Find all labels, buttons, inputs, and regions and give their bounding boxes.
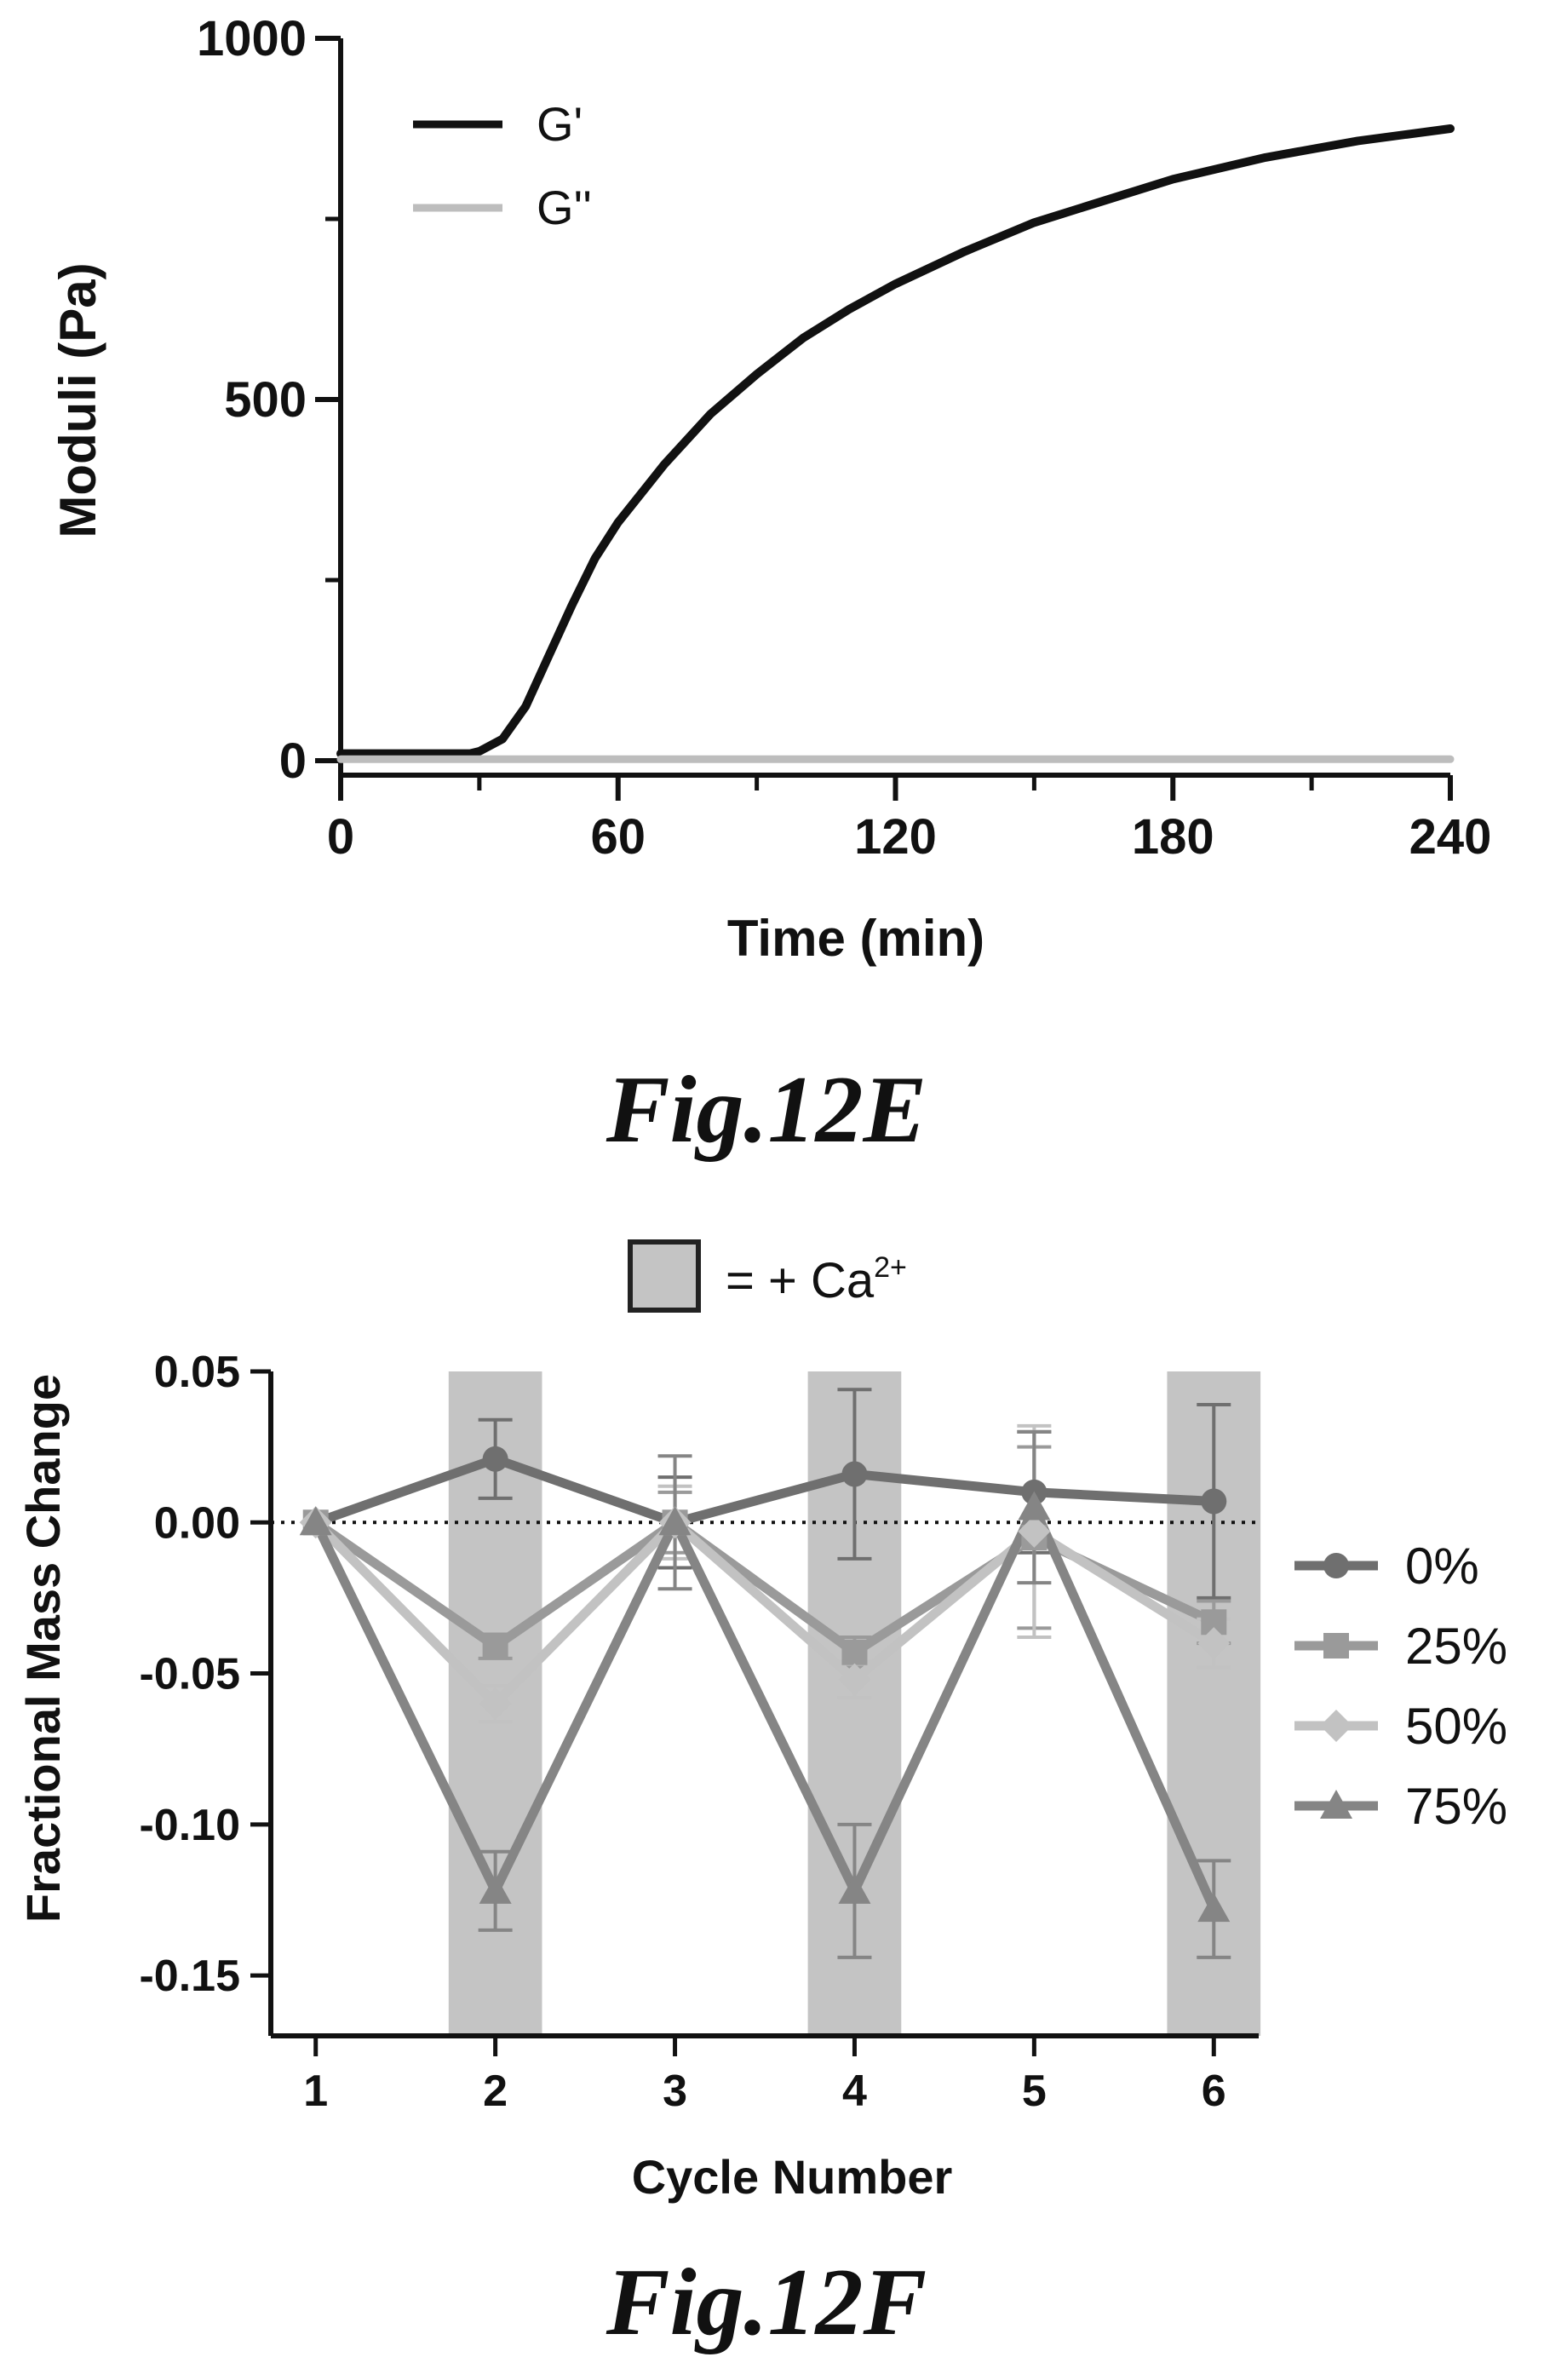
data-point-75pct [479, 1874, 512, 1904]
chart-12f-y-tick-label: 0.05 [154, 1348, 240, 1397]
chart-12e-y-axis-label: Moduli (Pa) [49, 262, 106, 538]
legend-marker-75pct [1320, 1790, 1352, 1819]
chart-12f-x-tick-label: 3 [663, 2067, 687, 2116]
chart-12e-x-tick-label: 180 [1132, 809, 1214, 865]
chart-12e-plot: 0 60 120 180 240 0 500 1000 [197, 11, 1491, 865]
chart-12e-caption: Fig.12E [606, 1057, 927, 1163]
data-point-75pct [658, 1506, 692, 1536]
data-point-0pct [1201, 1488, 1227, 1515]
shade-key-label: = + Ca2+ [726, 1251, 907, 1308]
chart-12f-x-tick-label: 6 [1202, 2067, 1226, 2116]
data-point-75pct [838, 1874, 871, 1904]
chart-12e-series-line-g-prime [336, 124, 1455, 758]
data-point-75pct [1197, 1893, 1231, 1923]
chart-12e-x-tick-label: 120 [854, 809, 937, 865]
chart-12e-y-tick-label: 0 [279, 733, 307, 789]
legend-marker-0pct [1323, 1553, 1349, 1578]
legend-marker-25pct [1323, 1633, 1349, 1659]
data-point-50pct [1197, 1627, 1231, 1660]
data-point-0pct [482, 1446, 508, 1472]
shade-key: = + Ca2+ [628, 1239, 907, 1313]
chart-12f-y-tick-label: -0.15 [139, 1952, 240, 2001]
legend-label-g-double-prime: G'' [537, 181, 592, 234]
legend-label-0pct: 0% [1405, 1538, 1479, 1595]
chart-12e: 0 60 120 180 240 0 500 1000 Time (min) Moduli (… [49, 11, 1491, 1163]
data-point-25pct [482, 1633, 508, 1659]
data-point-0pct [841, 1461, 868, 1487]
legend-label-50pct: 50% [1405, 1698, 1507, 1755]
data-point-50pct [838, 1663, 871, 1696]
chart-12f-y-axis-label: Fractional Mass Change [16, 1374, 70, 1923]
chart-12f-caption: Fig.12F [606, 2250, 927, 2355]
chart-12f-y-tick-label: 0.00 [154, 1498, 240, 1548]
chart-12e-y-tick-label: 500 [224, 372, 307, 428]
data-point-25pct [841, 1639, 868, 1665]
chart-12e-x-axis-label: Time (min) [727, 910, 984, 967]
series-line-75pct [311, 1503, 1219, 1911]
data-point-50pct [479, 1687, 512, 1720]
chart-12f-x-tick-label: 4 [842, 2067, 867, 2116]
data-point-50pct [1018, 1515, 1051, 1548]
shade-key-superscript: 2+ [874, 1251, 907, 1284]
chart-12e-x-tick-label: 240 [1409, 809, 1492, 865]
chart-12e-x-tick-label: 0 [327, 809, 354, 865]
chart-12f-x-tick-label: 2 [483, 2067, 508, 2116]
chart-12f-legend: 0% 25% 50% 75% [1294, 1538, 1507, 1835]
chart-12f-x-axis-label: Cycle Number [632, 2150, 953, 2204]
chart-12f-x-tick-label: 1 [303, 2067, 328, 2116]
legend-label-25pct: 25% [1405, 1618, 1507, 1675]
chart-12f-y-tick-label: -0.10 [139, 1801, 240, 1850]
shade-key-swatch [628, 1239, 701, 1313]
data-point-75pct [1018, 1491, 1051, 1521]
legend-label-g-prime: G' [537, 97, 583, 151]
chart-12e-legend: G' G'' [413, 97, 592, 234]
chart-12f-x-tick-label: 5 [1022, 2067, 1047, 2116]
chart-12e-x-tick-label: 60 [590, 809, 646, 865]
series-line-50pct [312, 1517, 1217, 1709]
legend-label-75pct: 75% [1405, 1778, 1507, 1835]
legend-marker-50pct [1320, 1710, 1352, 1742]
series-line-0pct [313, 1454, 1214, 1527]
data-point-75pct [299, 1506, 332, 1536]
chart-12f-plot: 1 2 3 4 5 6 0.05 0.00 -0.05 -0.10 -0.15 0% 25% 50% 75% [139, 1348, 1507, 2116]
chart-12f-y-tick-label: -0.05 [139, 1650, 240, 1699]
chart-12e-y-tick-label: 1000 [197, 11, 307, 66]
chart-12f: = + Ca2+ 1 2 3 4 5 6 0.05 0.00 -0.05 -0.10 -0.15 0%… [16, 1239, 1507, 2355]
